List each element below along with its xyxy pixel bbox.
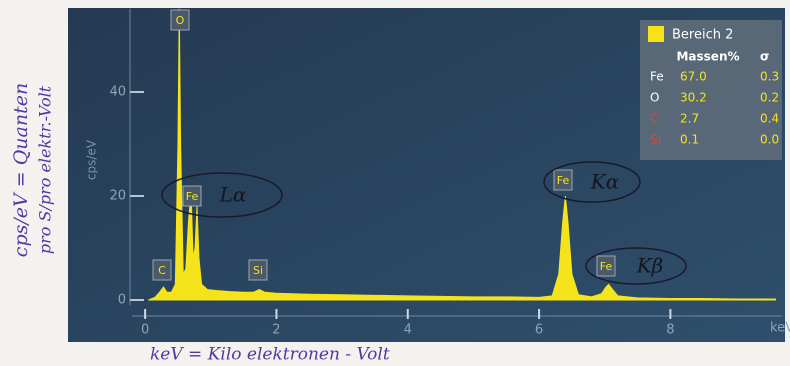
x-tick-label: 8 bbox=[666, 323, 674, 338]
legend-column-header: σ bbox=[760, 50, 769, 64]
peak-label: Fe bbox=[600, 260, 613, 273]
x-tick-label: 0 bbox=[141, 323, 149, 338]
legend-cell: 0.1 bbox=[680, 133, 699, 147]
x-tick-label: 2 bbox=[272, 323, 280, 338]
peak-label: Fe bbox=[557, 174, 570, 187]
peak-label: O bbox=[176, 14, 185, 27]
legend-element: C bbox=[650, 112, 658, 126]
y-tick-label: 20 bbox=[109, 189, 126, 204]
handwritten-note: cps/eV = Quanten bbox=[10, 83, 32, 257]
legend-cell: 2.7 bbox=[680, 112, 699, 126]
legend-swatch bbox=[648, 26, 664, 42]
legend-cell: 30.2 bbox=[680, 91, 707, 105]
handwritten-note: Kβ bbox=[636, 254, 664, 278]
y-axis-label: cps/eV bbox=[85, 139, 99, 180]
peak-label: Si bbox=[253, 264, 263, 277]
y-tick-label: 0 bbox=[118, 293, 126, 308]
legend-cell: 0.4 bbox=[760, 112, 779, 126]
handwritten-note: keV = Kilo elektronen - Volt bbox=[150, 345, 390, 365]
legend-entry: Bereich 2 bbox=[672, 28, 733, 43]
peak-label: C bbox=[158, 264, 166, 277]
legend: Bereich 2 Massen% σ Fe 67.0 0.3 O 30.2 0.2 C 2.7 0.… bbox=[640, 20, 782, 160]
legend-cell: 0.3 bbox=[760, 70, 779, 84]
legend-cell: 0.0 bbox=[760, 133, 779, 147]
x-axis-label: keV bbox=[770, 321, 790, 336]
page: cps/eV keV cps/eV = Quanten pro S/pro el… bbox=[0, 0, 790, 366]
handwritten-note: pro S/pro elektr.-Volt bbox=[36, 85, 55, 254]
chart: cps/eV keV cps/eV = Quanten pro S/pro el… bbox=[0, 0, 790, 366]
legend-element: Fe bbox=[650, 70, 664, 84]
legend-cell: 67.0 bbox=[680, 70, 707, 84]
x-tick-label: 4 bbox=[404, 323, 412, 338]
handwritten-note: Lα bbox=[219, 183, 247, 207]
handwritten-note: Kα bbox=[590, 170, 620, 194]
y-tick-label: 40 bbox=[109, 85, 126, 100]
legend-column-header: Massen% bbox=[676, 50, 739, 64]
legend-cell: 0.2 bbox=[760, 91, 779, 105]
x-tick-label: 6 bbox=[535, 323, 543, 338]
legend-element: Si bbox=[650, 133, 661, 147]
legend-element: O bbox=[650, 91, 659, 105]
peak-label: Fe bbox=[186, 190, 199, 203]
